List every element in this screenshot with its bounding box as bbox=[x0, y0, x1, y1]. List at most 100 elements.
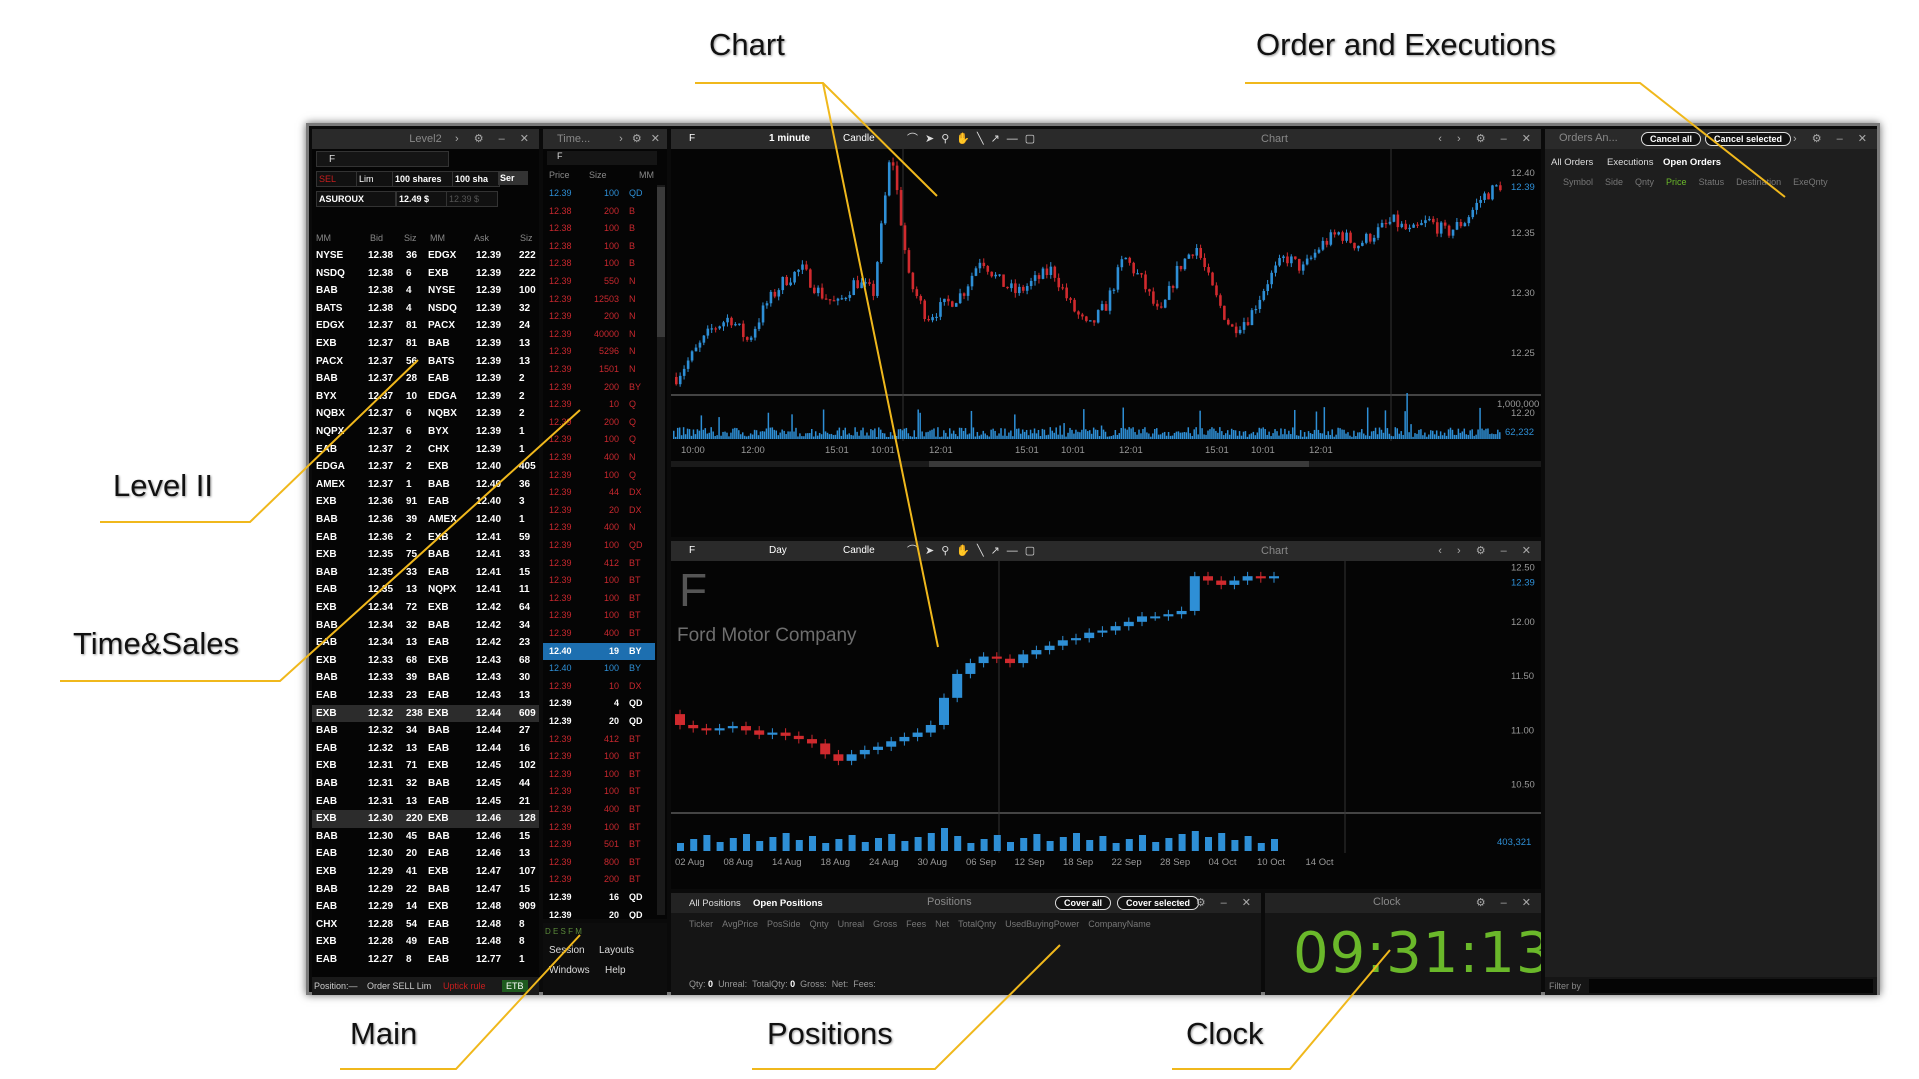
ts-row[interactable]: 12.39 412 BT bbox=[543, 555, 655, 573]
ts-row[interactable]: 12.39 100 BT bbox=[543, 748, 655, 766]
level2-row[interactable]: BATS 12.38 4 NSDQ 12.39 32 bbox=[312, 300, 539, 318]
ts-row[interactable]: 12.39 100 BT bbox=[543, 766, 655, 784]
level2-row[interactable]: NYSE 12.38 36 EDGX 12.39 222 bbox=[312, 247, 539, 265]
tab-all-positions[interactable]: All Positions bbox=[689, 898, 741, 909]
level2-row[interactable]: EAB 12.34 13 EAB 12.42 23 bbox=[312, 634, 539, 652]
ts-row[interactable]: 12.39 550 N bbox=[543, 273, 655, 291]
symbol-input[interactable]: F bbox=[316, 151, 449, 167]
level2-row[interactable]: EXB 12.34 72 EXB 12.42 64 bbox=[312, 599, 539, 617]
window-controls-icon[interactable]: ⚙ – ✕ bbox=[1475, 897, 1537, 909]
window-controls-icon[interactable]: ‹ › ⚙ – ✕ bbox=[1438, 133, 1537, 145]
main-icons[interactable]: D E S F M bbox=[545, 927, 582, 936]
column-header[interactable]: Ticker bbox=[689, 919, 714, 929]
level2-row[interactable]: EAB 12.27 8 EAB 12.77 1 bbox=[312, 951, 539, 969]
level2-row[interactable]: NSDQ 12.38 6 EXB 12.39 222 bbox=[312, 264, 539, 283]
chart2-style-select[interactable]: Candle bbox=[843, 545, 875, 556]
level2-row[interactable]: BAB 12.33 39 BAB 12.43 30 bbox=[312, 669, 539, 687]
column-header[interactable]: Qnty bbox=[809, 919, 829, 929]
column-header[interactable]: AvgPrice bbox=[722, 919, 759, 929]
ts-row[interactable]: 12.39 200 N bbox=[543, 308, 655, 326]
chart1-scroll-thumb[interactable] bbox=[929, 461, 1309, 467]
ts-row[interactable]: 12.39 412 BT bbox=[543, 731, 655, 749]
filter-input[interactable] bbox=[1589, 979, 1873, 993]
column-header[interactable]: UsedBuyingPower bbox=[1005, 919, 1080, 929]
ts-scrollbar[interactable] bbox=[657, 185, 665, 915]
level2-row[interactable]: BAB 12.38 4 NYSE 12.39 100 bbox=[312, 282, 539, 300]
ts-row[interactable]: 12.39 100 Q bbox=[543, 467, 655, 485]
level2-col-header[interactable]: MM bbox=[430, 233, 445, 243]
ts-row[interactable]: 12.39 800 BT bbox=[543, 854, 655, 872]
ts-row[interactable]: 12.38 100 B bbox=[543, 220, 655, 238]
level2-row[interactable]: EDGX 12.37 81 PACX 12.39 24 bbox=[312, 317, 539, 335]
level2-row[interactable]: AMEX 12.37 1 BAB 12.40 36 bbox=[312, 476, 539, 494]
ts-row[interactable]: 12.39 20 QD bbox=[543, 907, 655, 919]
level2-row[interactable]: EAB 12.32 13 EAB 12.44 16 bbox=[312, 740, 539, 758]
price-input-2[interactable]: 12.39 $ bbox=[446, 191, 498, 207]
ts-row[interactable]: 12.39 4 QD bbox=[543, 695, 655, 713]
level2-row[interactable]: BAB 12.29 22 BAB 12.47 15 bbox=[312, 881, 539, 899]
ts-row[interactable]: 12.40 100 BY bbox=[543, 660, 655, 678]
ts-row[interactable]: 12.39 12503 N bbox=[543, 291, 655, 309]
level2-row[interactable]: NQPX 12.37 6 BYX 12.39 1 bbox=[312, 423, 539, 441]
ts-col-header[interactable]: MM bbox=[639, 170, 654, 180]
ts-row[interactable]: 12.39 400 N bbox=[543, 519, 655, 537]
tab-open-positions[interactable]: Open Positions bbox=[753, 898, 823, 909]
column-header[interactable]: ExeQnty bbox=[1793, 177, 1828, 187]
level2-row[interactable]: EXB 12.31 71 EXB 12.45 102 bbox=[312, 757, 539, 775]
level2-row[interactable]: BAB 12.36 39 AMEX 12.40 1 bbox=[312, 511, 539, 529]
timesales-titlebar[interactable]: Time... › ⚙ ✕ bbox=[543, 129, 667, 149]
level2-col-header[interactable]: Siz bbox=[404, 233, 417, 243]
column-header[interactable]: Symbol bbox=[1563, 177, 1594, 187]
column-header[interactable]: Price bbox=[1666, 177, 1687, 187]
level2-col-header[interactable]: Bid bbox=[370, 233, 384, 243]
level2-row[interactable]: BAB 12.31 32 BAB 12.45 44 bbox=[312, 775, 539, 793]
level2-row[interactable]: BAB 12.32 34 BAB 12.44 27 bbox=[312, 722, 539, 740]
ts-row[interactable]: 12.39 40000 N bbox=[543, 326, 655, 344]
column-header[interactable]: Side bbox=[1605, 177, 1624, 187]
menu-layouts[interactable]: Layouts bbox=[599, 945, 635, 956]
ts-row[interactable]: 12.38 200 B bbox=[543, 203, 655, 221]
level2-row[interactable]: BAB 12.30 45 BAB 12.46 15 bbox=[312, 828, 539, 846]
ts-row[interactable]: 12.39 400 BT bbox=[543, 625, 655, 643]
chart1-canvas[interactable]: 12.40 12.35 12.30 12.25 12.20 12.39 1,000,000 6… bbox=[671, 149, 1541, 537]
menu-help[interactable]: Help bbox=[605, 965, 626, 976]
window-controls-icon[interactable]: ‹ › ⚙ – ✕ bbox=[1438, 545, 1537, 557]
level2-row[interactable]: BAB 12.35 33 EAB 12.41 15 bbox=[312, 564, 539, 582]
level2-col-header[interactable]: MM bbox=[316, 233, 331, 243]
level2-row[interactable]: EXB 12.29 41 EXB 12.47 107 bbox=[312, 863, 539, 881]
level2-row[interactable]: EAB 12.29 14 EXB 12.48 909 bbox=[312, 898, 539, 916]
send-button[interactable]: Ser bbox=[498, 171, 528, 185]
level2-row[interactable]: EXB 12.35 75 BAB 12.41 33 bbox=[312, 546, 539, 564]
ts-row[interactable]: 12.39 100 BT bbox=[543, 783, 655, 801]
ts-col-header[interactable]: Size bbox=[589, 170, 607, 180]
chart2-interval-select[interactable]: Day bbox=[769, 545, 787, 556]
ts-row[interactable]: 12.39 44 DX bbox=[543, 484, 655, 502]
ts-row[interactable]: 12.39 400 BT bbox=[543, 801, 655, 819]
level2-row[interactable]: BAB 12.37 28 EAB 12.39 2 bbox=[312, 370, 539, 388]
ts-row[interactable]: 12.39 100 BT bbox=[543, 590, 655, 608]
column-header[interactable]: Fees bbox=[906, 919, 927, 929]
chart1-interval-select[interactable]: 1 minute bbox=[769, 133, 811, 144]
ts-row[interactable]: 12.39 100 QD bbox=[543, 185, 655, 203]
ts-row[interactable]: 12.39 200 Q bbox=[543, 414, 655, 432]
chart1-style-select[interactable]: Candle bbox=[843, 133, 875, 144]
level2-row[interactable]: EXB 12.36 91 EAB 12.40 3 bbox=[312, 493, 539, 511]
ts-row[interactable]: 12.39 100 BT bbox=[543, 572, 655, 590]
window-controls-icon[interactable]: › ⚙ – ✕ bbox=[1792, 133, 1873, 145]
chart1-symbol[interactable]: F bbox=[689, 133, 696, 144]
level2-row[interactable]: CHX 12.28 54 EAB 12.48 8 bbox=[312, 916, 539, 934]
ts-row[interactable]: 12.39 100 BT bbox=[543, 819, 655, 837]
ts-row[interactable]: 12.39 10 Q bbox=[543, 396, 655, 414]
ts-row[interactable]: 12.39 20 DX bbox=[543, 502, 655, 520]
level2-row[interactable]: NQBX 12.37 6 NQBX 12.39 2 bbox=[312, 405, 539, 423]
chart2-canvas[interactable]: 12.50 12.00 11.50 11.00 10.50 12.39 403,321 02 … bbox=[671, 561, 1541, 889]
menu-windows[interactable]: Windows bbox=[549, 965, 590, 976]
ts-row[interactable]: 12.39 100 Q bbox=[543, 431, 655, 449]
column-header[interactable]: TotalQnty bbox=[958, 919, 997, 929]
ts-row[interactable]: 12.39 501 BT bbox=[543, 836, 655, 854]
window-controls-icon[interactable]: › ⚙ – ✕ bbox=[1176, 897, 1257, 909]
column-header[interactable]: Net bbox=[935, 919, 950, 929]
column-header[interactable]: CompanyName bbox=[1088, 919, 1151, 929]
level2-row[interactable]: EAB 12.33 23 EAB 12.43 13 bbox=[312, 687, 539, 705]
ts-row[interactable]: 12.39 20 QD bbox=[543, 713, 655, 731]
